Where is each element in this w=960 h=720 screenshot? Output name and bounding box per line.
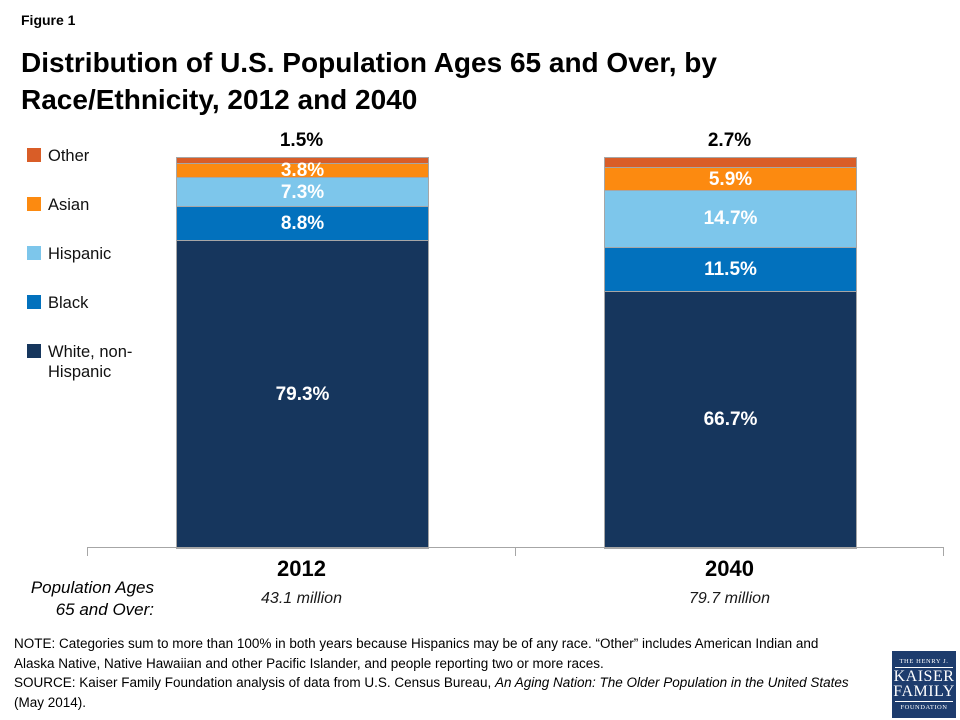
bar-segment xyxy=(605,158,856,169)
category-sublabel: 43.1 million xyxy=(261,590,342,607)
category-label: 2012 xyxy=(277,556,326,581)
source-text: SOURCE: Kaiser Family Foundation analysi… xyxy=(14,673,854,712)
segment-value-label: 3.8% xyxy=(280,160,325,182)
axis-caption-line1: Population Ages xyxy=(30,578,154,597)
bar-segment: 66.7% xyxy=(605,291,856,548)
legend-swatch xyxy=(27,148,41,162)
chart-title-line2: Race/Ethnicity, 2012 and 2040 xyxy=(21,84,418,115)
category-label: 2040 xyxy=(705,556,754,581)
x-axis-tick xyxy=(943,547,944,556)
stacked-bar-2040: 5.9% 14.7% 11.5% 66.7% xyxy=(604,157,857,549)
note-line: NOTE: Categories sum to more than 100% i… xyxy=(14,636,819,671)
x-axis-tick xyxy=(515,547,516,556)
axis-caption-line2: 65 and Over: xyxy=(55,600,154,619)
segment-value-label: 79.3% xyxy=(275,383,330,405)
source-suffix: (May 2014). xyxy=(14,694,87,710)
legend-label: Hispanic xyxy=(48,245,112,263)
legend-label: White, non-Hispanic xyxy=(48,343,133,381)
legend-label: Black xyxy=(48,294,89,312)
source-citation: An Aging Nation: The Older Population in… xyxy=(494,675,849,690)
legend-item: White, non-Hispanic xyxy=(27,342,163,382)
bar-segment: 11.5% xyxy=(605,247,856,292)
bar-segment xyxy=(177,158,428,164)
note-block: NOTE: Categories sum to more than 100% i… xyxy=(14,634,854,712)
segment-value-label: 7.3% xyxy=(280,181,325,203)
legend-swatch xyxy=(27,197,41,211)
chart-title-line1: Distribution of U.S. Population Ages 65 … xyxy=(21,47,717,78)
kff-logo: THE HENRY J. KAISER FAMILY FOUNDATION xyxy=(892,651,956,718)
kff-logo-line4: FOUNDATION xyxy=(895,701,953,711)
legend-item: Black xyxy=(27,293,163,313)
kff-logo-line2: KAISER xyxy=(893,668,955,685)
bar-segment: 3.8% xyxy=(177,160,428,182)
legend-label: Asian xyxy=(48,196,90,214)
legend-swatch xyxy=(27,344,41,358)
segment-value-label: 14.7% xyxy=(703,208,758,230)
kff-logo-line1: THE HENRY J. xyxy=(895,658,953,668)
axis-caption: Population Ages 65 and Over: xyxy=(4,577,154,621)
legend-item: Asian xyxy=(27,195,163,215)
segment-value-label: 11.5% xyxy=(704,258,757,280)
bar-segment: 79.3% xyxy=(177,240,428,548)
category-sublabel: 79.7 million xyxy=(689,590,770,607)
bar-segment: 14.7% xyxy=(605,191,856,248)
legend-item: Other xyxy=(27,146,163,166)
chart-legend: Other Asian Hispanic Black White, non-Hispan… xyxy=(27,146,163,382)
segment-value-label: 8.8% xyxy=(280,212,325,234)
segment-value-label: 5.9% xyxy=(708,168,753,190)
chart-title: Distribution of U.S. Population Ages 65 … xyxy=(21,44,717,118)
legend-label: Other xyxy=(48,147,90,165)
source-prefix: SOURCE: Kaiser Family Foundation analysi… xyxy=(14,675,495,690)
legend-swatch xyxy=(27,246,41,260)
x-axis-tick xyxy=(87,547,88,556)
segment-value-label: 66.7% xyxy=(703,409,758,431)
bar-top-label: 1.5% xyxy=(279,130,324,151)
kff-logo-line3: FAMILY xyxy=(893,683,955,700)
legend-swatch xyxy=(27,295,41,309)
bar-segment: 5.9% xyxy=(605,168,856,192)
bar-segment: 8.8% xyxy=(177,206,428,241)
figure-label: Figure 1 xyxy=(21,12,76,28)
bar-segment: 7.3% xyxy=(177,178,428,207)
stacked-bar-2012: 3.8% 7.3% 8.8% 79.3% xyxy=(176,157,429,549)
bar-top-label: 2.7% xyxy=(707,130,752,151)
legend-item: Hispanic xyxy=(27,244,163,264)
note-text: NOTE: Categories sum to more than 100% i… xyxy=(14,634,854,673)
